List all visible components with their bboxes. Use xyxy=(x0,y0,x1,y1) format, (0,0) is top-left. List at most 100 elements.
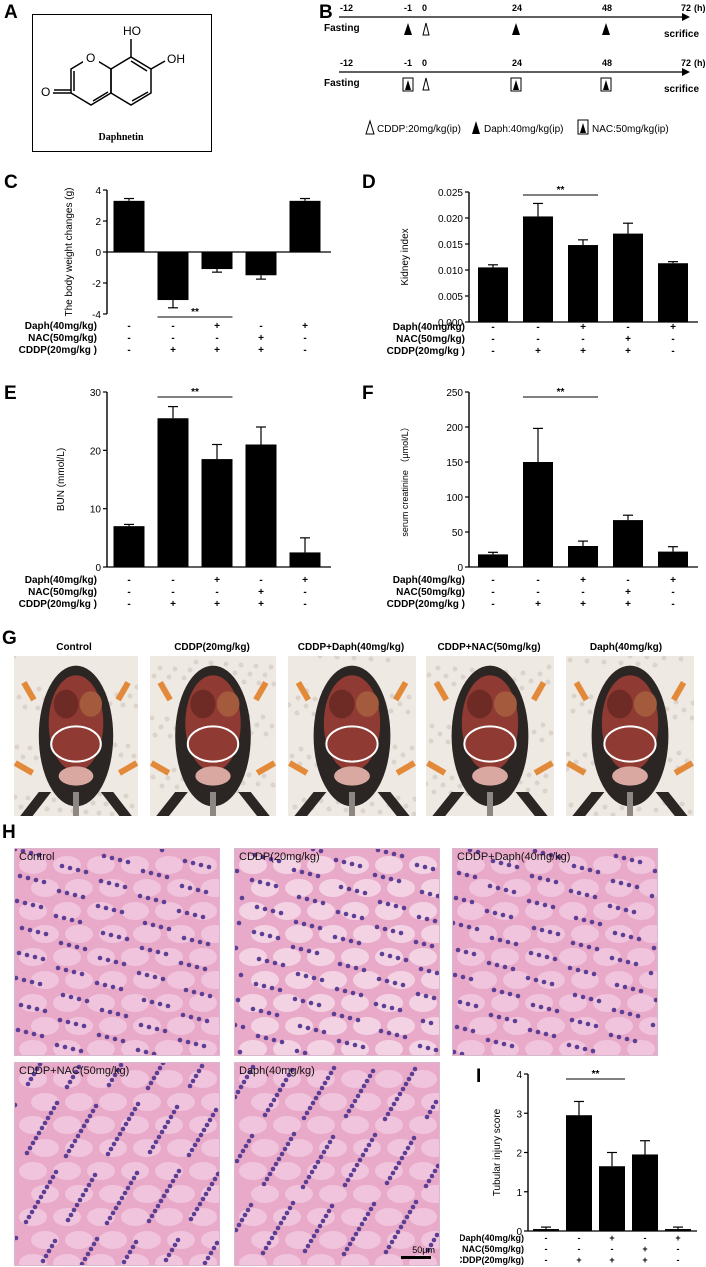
foam-texture xyxy=(129,803,135,809)
tubule xyxy=(155,856,183,874)
nucleus xyxy=(137,893,143,899)
foam-texture xyxy=(253,663,259,669)
nucleus xyxy=(608,1032,614,1038)
tubule xyxy=(457,948,485,966)
foam-texture xyxy=(317,656,323,659)
nucleus xyxy=(56,888,62,894)
nucleus xyxy=(398,1224,404,1230)
nucleus xyxy=(184,910,190,916)
pin-tip xyxy=(433,681,449,702)
nucleus xyxy=(301,1115,307,1121)
nucleus xyxy=(333,857,339,863)
treatment-mark: - xyxy=(491,599,494,610)
nucleus xyxy=(237,1049,243,1055)
foam-texture xyxy=(254,722,260,728)
nucleus xyxy=(309,923,315,929)
foam-texture xyxy=(35,705,41,711)
nucleus xyxy=(354,888,360,894)
tubule xyxy=(593,1040,621,1055)
tubule xyxy=(273,1254,301,1265)
nucleus xyxy=(24,1150,30,1156)
nucleus xyxy=(180,1012,186,1018)
y-tick-label: 0.010 xyxy=(438,266,463,277)
nucleus xyxy=(459,1051,465,1055)
timeline-fasting-label: Fasting xyxy=(324,78,360,89)
nucleus xyxy=(346,886,352,892)
nucleus xyxy=(578,942,584,948)
mouse-hind-leg xyxy=(572,792,605,816)
nucleus xyxy=(500,912,506,918)
nucleus xyxy=(307,871,313,877)
foam-texture xyxy=(263,731,269,737)
nucleus xyxy=(54,1100,60,1106)
nucleus xyxy=(454,1024,460,1030)
nucleus xyxy=(284,1210,290,1216)
nucleus xyxy=(272,1230,278,1236)
intestine xyxy=(493,691,517,717)
nucleus xyxy=(146,1218,152,1224)
y-tick-label: 200 xyxy=(446,423,463,434)
foam-texture xyxy=(679,801,685,807)
nucleus xyxy=(164,874,170,880)
nucleus xyxy=(573,915,579,921)
nucleus xyxy=(99,1007,105,1013)
foam-texture xyxy=(90,800,96,806)
tubule xyxy=(53,1162,81,1180)
foam-texture xyxy=(288,702,292,708)
treatment-mark: - xyxy=(303,345,306,356)
treatment-mark: + xyxy=(670,575,676,586)
treatment-mark: - xyxy=(578,1233,581,1243)
nucleus xyxy=(405,1145,411,1151)
tubule xyxy=(65,1093,93,1111)
nucleus xyxy=(362,890,368,896)
tubule xyxy=(375,1208,403,1226)
treatment-label: CDDP(20mg/kg) xyxy=(460,1255,524,1265)
treatment-mark: - xyxy=(644,1233,647,1243)
treatment-mark: + xyxy=(258,599,264,610)
nucleus xyxy=(130,1244,136,1250)
nucleus xyxy=(413,939,419,945)
nucleus xyxy=(352,1042,358,1048)
nucleus xyxy=(118,1063,124,1068)
nucleus xyxy=(196,1016,202,1022)
nucleus xyxy=(362,1216,368,1222)
nucleus xyxy=(471,951,477,957)
treatment-mark: - xyxy=(545,1233,548,1243)
foam-texture xyxy=(435,665,441,671)
nucleus xyxy=(612,930,618,936)
y-tick-label: 0.025 xyxy=(438,188,463,199)
nucleus xyxy=(280,962,286,968)
foam-texture xyxy=(579,701,585,707)
tubule xyxy=(189,948,217,966)
nucleus xyxy=(304,1110,310,1116)
nucleus xyxy=(185,1039,191,1045)
nucleus xyxy=(268,1102,274,1108)
nucleus xyxy=(376,976,382,982)
nucleus xyxy=(513,941,519,947)
bar xyxy=(658,551,688,567)
nucleus xyxy=(78,1128,84,1134)
tubule xyxy=(167,925,195,943)
tubule xyxy=(251,879,279,897)
y-tick-label: 20 xyxy=(90,446,102,457)
foam-texture xyxy=(400,752,406,758)
y-tick-label: 2 xyxy=(95,217,101,228)
tubule xyxy=(605,925,633,943)
nucleus xyxy=(545,877,551,883)
nucleus xyxy=(199,991,205,997)
nucleus xyxy=(385,1111,391,1117)
nucleus xyxy=(197,1201,203,1207)
nucleus xyxy=(214,1240,219,1246)
nucleus xyxy=(179,883,185,889)
nucleus xyxy=(198,1132,204,1138)
foam-texture xyxy=(368,656,374,662)
nucleus xyxy=(84,998,90,1004)
tubule xyxy=(457,856,485,874)
nucleus xyxy=(31,1031,37,1037)
nucleus xyxy=(537,875,543,881)
nucleus xyxy=(359,1221,365,1227)
nucleus xyxy=(138,1022,144,1028)
foam-texture xyxy=(452,666,458,672)
nucleus xyxy=(154,1070,160,1076)
nucleus xyxy=(40,956,46,962)
